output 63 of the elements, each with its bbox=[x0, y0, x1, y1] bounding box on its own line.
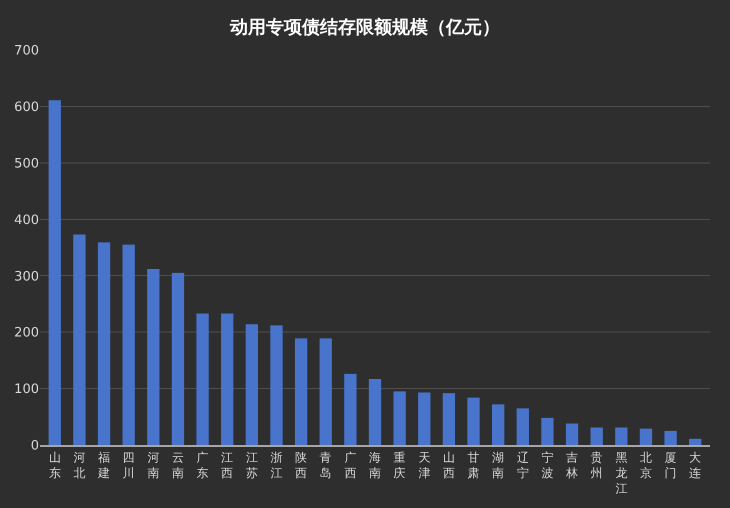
bar bbox=[320, 338, 332, 445]
y-tick-label: 400 bbox=[14, 212, 39, 228]
x-tick-label: 广西 bbox=[344, 450, 356, 480]
bar bbox=[442, 393, 456, 445]
bar bbox=[640, 428, 652, 445]
bar bbox=[615, 428, 628, 445]
x-tick-label: 黑龙江 bbox=[615, 450, 628, 496]
y-tick-label: 600 bbox=[14, 100, 39, 115]
bar bbox=[270, 325, 283, 445]
x-tick-label: 浙江 bbox=[270, 450, 282, 480]
x-tick-label: 贵州 bbox=[590, 450, 603, 480]
x-tick-label: 辽宁 bbox=[516, 450, 529, 480]
bar bbox=[122, 244, 135, 445]
bar bbox=[516, 408, 529, 445]
x-tick-label: 福建 bbox=[97, 450, 110, 480]
bar bbox=[541, 418, 554, 445]
bar bbox=[689, 438, 702, 445]
x-tick-label: 云南 bbox=[172, 450, 184, 480]
bar bbox=[590, 428, 603, 445]
bar bbox=[246, 324, 258, 445]
bar bbox=[48, 100, 61, 445]
bar bbox=[467, 398, 480, 445]
bar bbox=[221, 314, 234, 445]
y-tick-label: 500 bbox=[14, 156, 39, 172]
bar bbox=[147, 268, 160, 445]
x-tick-label: 天津 bbox=[418, 450, 430, 480]
bar bbox=[566, 424, 578, 445]
y-tick-label: 100 bbox=[14, 382, 39, 398]
x-tick-label: 重庆 bbox=[394, 450, 406, 480]
x-tick-label: 江西 bbox=[221, 450, 234, 480]
y-tick-label: 200 bbox=[14, 326, 39, 341]
x-tick-label: 北京 bbox=[640, 450, 652, 480]
x-tick-label: 山东 bbox=[48, 450, 61, 480]
bar bbox=[492, 404, 504, 445]
y-tick-label: 0 bbox=[30, 438, 39, 454]
x-tick-label: 湖南 bbox=[492, 450, 504, 480]
bar bbox=[172, 272, 184, 445]
bar bbox=[368, 378, 382, 445]
bar bbox=[344, 374, 357, 445]
chart-title: 动用专项债结存限额规模（亿元） bbox=[229, 16, 500, 38]
x-tick-label: 陕西 bbox=[295, 450, 308, 480]
x-tick-label: 河北 bbox=[73, 450, 86, 480]
x-tick-label: 河南 bbox=[147, 450, 160, 480]
bar bbox=[73, 234, 86, 445]
x-tick-label: 四川 bbox=[122, 450, 135, 480]
bar bbox=[664, 430, 677, 445]
bar bbox=[418, 392, 430, 445]
bar bbox=[196, 314, 209, 445]
x-tick-label: 宁波 bbox=[541, 450, 554, 480]
x-tick-label: 青岛 bbox=[320, 450, 332, 480]
x-tick-label: 江苏 bbox=[246, 450, 258, 480]
x-tick-label: 厦门 bbox=[664, 450, 677, 480]
bar bbox=[98, 242, 110, 445]
y-tick-label: 300 bbox=[14, 269, 39, 284]
bar bbox=[393, 391, 406, 445]
x-tick-label: 山西 bbox=[442, 450, 455, 480]
x-tick-label: 海南 bbox=[369, 450, 381, 480]
x-tick-label: 甘肃 bbox=[468, 450, 480, 480]
x-tick-label: 广东 bbox=[196, 450, 209, 480]
y-tick-label: 700 bbox=[14, 44, 39, 59]
x-tick-label: 吉林 bbox=[565, 450, 578, 480]
bar bbox=[294, 338, 308, 445]
x-tick-label: 大连 bbox=[689, 450, 702, 480]
